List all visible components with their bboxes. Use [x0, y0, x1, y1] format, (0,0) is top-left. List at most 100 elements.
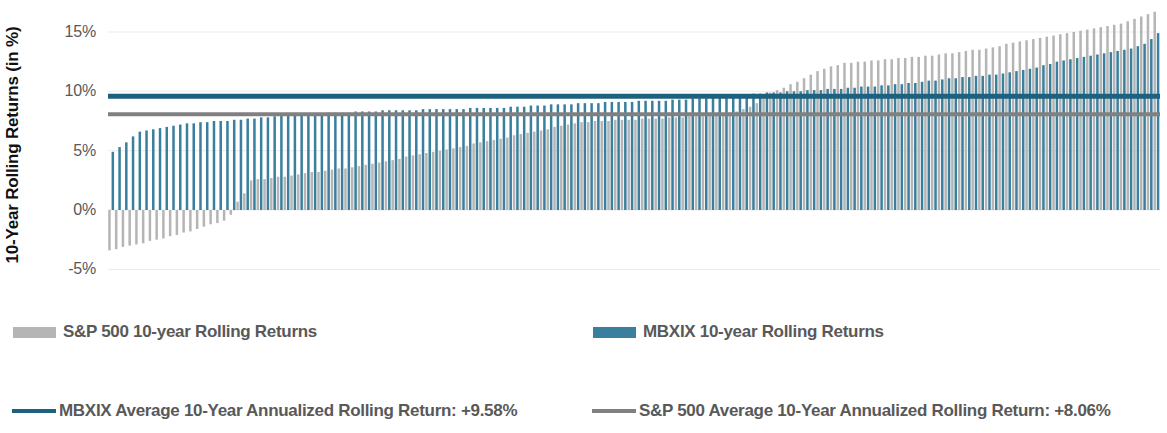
sp500-bar [128, 210, 131, 246]
mbxix-bar [921, 82, 924, 210]
sp500-bar [830, 66, 833, 210]
sp500-bar [621, 120, 624, 210]
rolling-returns-chart: 10-Year Rolling Returns (in %) 15%10%5%0… [0, 0, 1167, 433]
mbxix-bar [907, 83, 910, 210]
legend-entry-mbxix-average: MBXIX Average 10-Year Annualized Rolling… [12, 401, 517, 421]
mbxix-bar [604, 102, 607, 210]
sp500-bar [364, 165, 367, 210]
mbxix-bar [786, 91, 789, 210]
mbxix-bar-swatch [593, 327, 636, 338]
sp500-bar [695, 116, 698, 210]
sp500-bar [783, 88, 786, 210]
sp500-bar [702, 116, 705, 210]
mbxix-bar [145, 130, 148, 210]
mbxix-bar [1062, 60, 1065, 210]
sp500-bar [1052, 36, 1055, 210]
mbxix-bar [826, 89, 829, 210]
mbxix-bar [159, 128, 162, 210]
sp500-bar [398, 159, 401, 210]
sp500-bar [351, 167, 354, 210]
sp500-bar [965, 51, 968, 210]
mbxix-bar [550, 104, 553, 210]
sp500-bar [816, 71, 819, 210]
mbxix-bar [287, 115, 290, 210]
sp500-bar [169, 210, 172, 236]
mbxix-bar [516, 107, 519, 210]
sp500-bar [1079, 31, 1082, 210]
sp500-bar [688, 116, 691, 210]
sp500-bar [897, 58, 900, 210]
mbxix-bar [806, 90, 809, 210]
mbxix-bar [867, 87, 870, 210]
sp500-bar [385, 161, 388, 210]
mbxix-bar [139, 132, 142, 210]
mbxix-bar [267, 117, 270, 210]
mbxix-bar [132, 136, 135, 210]
sp500-bar [311, 172, 314, 210]
sp500-bar [412, 155, 415, 210]
mbxix-bar [435, 109, 438, 210]
mbxix-bar [914, 83, 917, 210]
sp500-bar [648, 119, 651, 210]
sp500-bar [209, 210, 212, 224]
sp500-bar [1025, 40, 1028, 210]
legend-row-averages: MBXIX Average 10-Year Annualized Rolling… [0, 401, 1167, 425]
mbxix-bar [853, 88, 856, 210]
sp500-bar [742, 109, 745, 210]
mbxix-bar [354, 111, 357, 210]
sp500-bar [1100, 27, 1103, 210]
mbxix-bar [934, 81, 937, 210]
mbxix-bar [179, 125, 182, 210]
sp500-bar [884, 59, 887, 210]
mbxix-bar [1015, 71, 1018, 210]
legend-entry-sp500-average: S&P 500 Average 10-Year Annualized Rolli… [592, 401, 1111, 421]
sp500-bar [108, 210, 111, 250]
sp500-bar [149, 210, 152, 241]
sp500-bar [614, 120, 617, 210]
sp500-bar [1147, 14, 1150, 210]
mbxix-bar [941, 79, 944, 210]
mbxix-bar [772, 92, 775, 210]
mbxix-bar [745, 95, 748, 210]
sp500-bar [526, 133, 529, 210]
sp500-bar [823, 69, 826, 210]
mbxix-bar [1089, 56, 1092, 210]
mbxix-bar [213, 121, 216, 210]
sp500-bar [863, 62, 866, 210]
sp500-bar [304, 173, 307, 210]
mbxix-bar [887, 85, 890, 210]
mbxix-bar [260, 117, 263, 210]
mbxix-bar [226, 121, 229, 210]
mbxix-bar [112, 152, 115, 210]
mbxix-bar [361, 111, 364, 210]
sp500-bar [162, 210, 165, 238]
mbxix-bar [577, 103, 580, 210]
mbxix-bar [739, 95, 742, 210]
mbxix-bar [442, 109, 445, 210]
sp500-bar [971, 50, 974, 210]
sp500-bar [533, 132, 536, 210]
mbxix-bar [523, 107, 526, 210]
sp500-bar [553, 127, 556, 210]
sp500-bar [985, 49, 988, 210]
mbxix-average-line-swatch [12, 409, 56, 413]
mbxix-bar [314, 114, 317, 210]
sp500-bar [223, 210, 226, 221]
sp500-bar [324, 171, 327, 210]
mbxix-bar [658, 101, 661, 210]
sp500-bar [944, 53, 947, 210]
mbxix-bar [530, 106, 533, 210]
mbxix-bar [381, 110, 384, 210]
mbxix-bar [759, 94, 762, 210]
legend-label-mbxix-bars: MBXIX 10-year Rolling Returns [643, 322, 884, 342]
sp500-bar [1039, 38, 1042, 210]
mbxix-bar [375, 111, 378, 210]
sp500-bar [466, 146, 469, 210]
mbxix-bar [246, 119, 249, 210]
sp500-bar [951, 53, 954, 210]
mbxix-bar [665, 101, 668, 210]
sp500-bar [998, 46, 1001, 210]
sp500-bar [452, 148, 455, 210]
mbxix-bar [1137, 46, 1140, 210]
mbxix-bar [509, 107, 512, 210]
